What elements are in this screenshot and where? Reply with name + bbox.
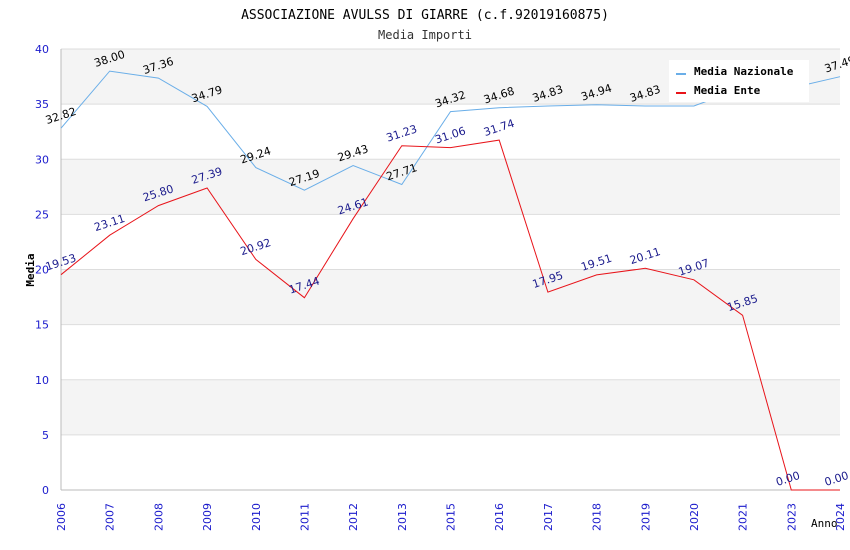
x-tick-label: 2011 <box>298 503 311 531</box>
grid-band <box>61 434 840 490</box>
x-tick-label: 2024 <box>834 503 847 531</box>
y-tick-label: 25 <box>35 208 49 221</box>
y-tick-label: 0 <box>42 484 49 497</box>
x-tick-label: 2020 <box>688 503 701 531</box>
plot-bands <box>61 48 840 491</box>
chart-subtitle: Media Importi <box>378 28 472 42</box>
x-axis: 2006 2007 2008 2009 2010 2011 2012 2013 2015 2016… <box>55 489 847 531</box>
x-tick-label: 2016 <box>493 503 506 531</box>
legend-label: Media Nazionale <box>694 65 794 78</box>
grid-band <box>61 324 840 380</box>
grid-band <box>61 104 840 160</box>
y-axis-title: Media <box>24 253 37 286</box>
x-tick-label: 2007 <box>104 503 117 531</box>
y-tick-label: 15 <box>35 319 49 332</box>
x-tick-label: 2012 <box>347 503 360 531</box>
legend: Media Nazionale Media Ente <box>669 60 809 102</box>
x-tick-label: 2006 <box>55 503 68 531</box>
x-tick-label: 2013 <box>396 503 409 531</box>
y-tick-label: 40 <box>35 43 49 56</box>
y-tick-label: 5 <box>42 429 49 442</box>
grid-band <box>61 269 840 325</box>
x-tick-label: 2021 <box>737 503 750 531</box>
x-tick-label: 2023 <box>785 503 798 531</box>
y-tick-label: 30 <box>35 153 49 166</box>
grid-band <box>61 159 840 215</box>
chart-title: ASSOCIAZIONE AVULSS DI GIARRE (c.f.92019… <box>241 8 609 23</box>
y-tick-label: 20 <box>35 264 49 277</box>
legend-label: Media Ente <box>694 84 761 97</box>
legend-box <box>669 60 809 102</box>
x-tick-label: 2018 <box>591 503 604 531</box>
grid-band <box>61 214 840 270</box>
y-axis: 0 5 10 15 20 25 30 35 40 <box>35 43 62 497</box>
x-axis-title: Anno <box>811 517 838 530</box>
y-tick-label: 35 <box>35 98 49 111</box>
x-tick-label: 2019 <box>639 503 652 531</box>
x-tick-label: 2008 <box>152 503 165 531</box>
x-tick-label: 2009 <box>201 503 214 531</box>
series-line-ente <box>60 139 840 491</box>
x-tick-label: 2017 <box>542 503 555 531</box>
x-tick-label: 2015 <box>445 503 458 531</box>
x-tick-label: 2010 <box>250 503 263 531</box>
grid-band <box>61 379 840 435</box>
y-tick-label: 10 <box>35 374 49 387</box>
